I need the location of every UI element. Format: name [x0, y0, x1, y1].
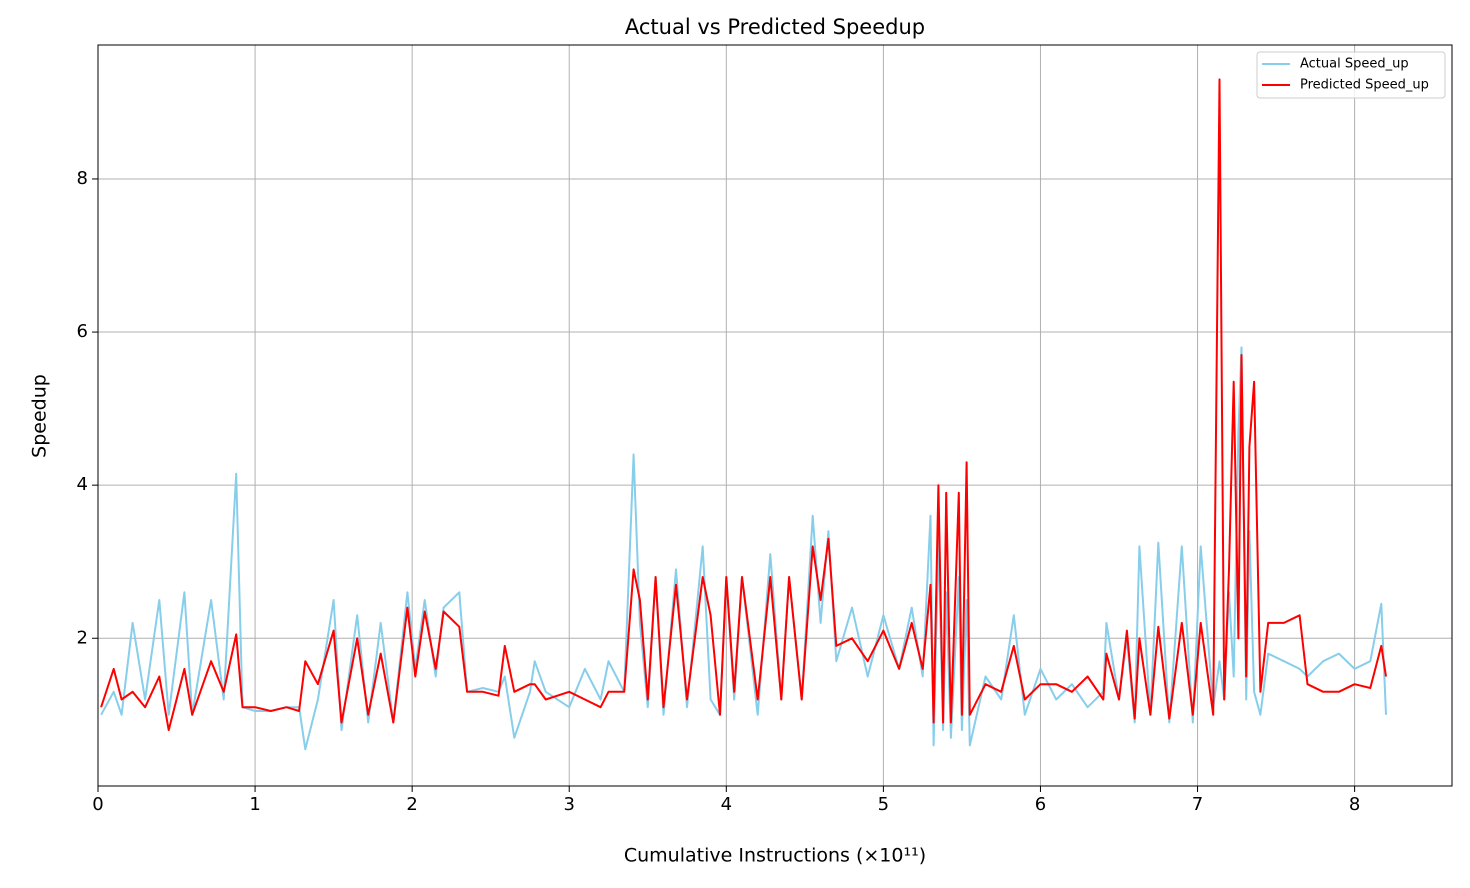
x-tick-label: 1: [249, 794, 260, 815]
x-tick-label: 5: [878, 794, 889, 815]
y-tick-label: 2: [77, 627, 88, 648]
x-axis-label: Cumulative Instructions (×10¹¹): [624, 845, 926, 867]
x-tick-label: 4: [721, 794, 732, 815]
x-tick-label: 7: [1192, 794, 1203, 815]
series-line: [100, 78, 1387, 732]
x-tick-label: 6: [1035, 794, 1046, 815]
x-tick-label: 2: [406, 794, 417, 815]
series-line: [100, 346, 1387, 751]
y-axis-label: Speedup: [29, 374, 51, 458]
x-tick-label: 8: [1349, 794, 1360, 815]
y-tick-label: 8: [77, 168, 88, 189]
plot-frame: [97, 44, 1453, 787]
y-tick-label: 4: [77, 474, 88, 495]
legend-label: Predicted Speed_up: [1300, 78, 1429, 93]
chart-title: Actual vs Predicted Speedup: [625, 15, 925, 39]
legend-box: [1256, 51, 1446, 99]
y-tick-label: 6: [77, 321, 88, 342]
x-tick-label: 3: [564, 794, 575, 815]
legend-label: Actual Speed_up: [1300, 57, 1409, 72]
x-tick-label: 0: [92, 794, 103, 815]
